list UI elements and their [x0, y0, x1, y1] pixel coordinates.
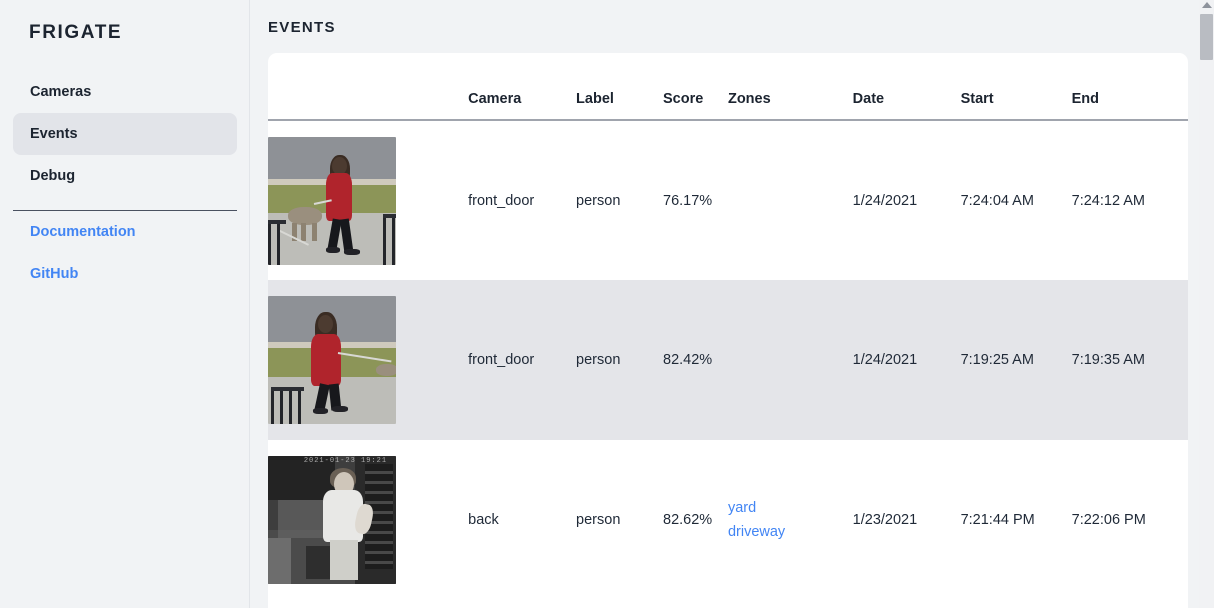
event-thumbnail-image[interactable]: 2021-01-23 19:21 — [268, 456, 396, 584]
sidebar-link-documentation[interactable]: Documentation — [30, 224, 136, 240]
app-brand-title: FRIGATE — [29, 22, 123, 43]
column-header-start: Start — [960, 53, 1072, 121]
event-zones — [728, 120, 853, 280]
table-row[interactable]: front_door person 82.42% 1/24/2021 7:19:… — [268, 280, 1188, 440]
column-header-zones: Zones — [727, 53, 853, 121]
column-header-camera: Camera — [468, 53, 577, 121]
event-zones: yard driveway — [728, 440, 853, 600]
event-camera[interactable]: back — [468, 512, 499, 528]
event-thumbnail-cell[interactable]: 2021-01-23 19:21 — [268, 440, 468, 600]
sidebar-item-events[interactable]: Events — [13, 113, 237, 155]
sidebar-divider — [13, 210, 237, 211]
main-content: EVENTS Camera Label Score Zones Date Sta… — [250, 0, 1214, 608]
events-table-body: front_door person 76.17% 1/24/2021 7:24:… — [268, 120, 1188, 600]
column-header-date: Date — [852, 53, 961, 121]
event-score: 76.17% — [663, 192, 713, 209]
scrollbar-thumb[interactable] — [1200, 14, 1213, 60]
event-date: 1/24/2021 — [852, 280, 961, 440]
event-start: 7:19:25 AM — [960, 280, 1072, 440]
event-thumbnail-cell[interactable] — [268, 280, 469, 440]
event-end: 7:24:12 AM — [1071, 192, 1145, 209]
event-date: 1/24/2021 — [852, 192, 918, 209]
camera-timestamp-overlay: 2021-01-23 19:21 — [303, 457, 388, 465]
event-end: 7:22:06 PM — [1071, 512, 1146, 528]
events-card: Camera Label Score Zones Date Start End — [268, 53, 1188, 608]
event-date: 1/23/2021 — [852, 512, 918, 528]
events-table-head: Camera Label Score Zones Date Start End — [268, 53, 1188, 121]
event-zone[interactable]: driveway — [727, 524, 786, 540]
column-header-thumbnail — [268, 53, 469, 121]
column-header-end: End — [1071, 53, 1188, 121]
table-header-row: Camera Label Score Zones Date Start End — [268, 53, 1188, 121]
event-start: 7:21:44 PM — [960, 512, 1035, 528]
sidebar-link-github[interactable]: GitHub — [30, 266, 79, 282]
table-row[interactable]: 2021-01-23 19:21 back person 82.62% yard… — [268, 440, 1188, 600]
event-score: 82.42% — [663, 280, 728, 440]
scroll-up-arrow-icon[interactable] — [1202, 2, 1212, 8]
event-thumbnail-image[interactable] — [268, 296, 396, 424]
event-camera[interactable]: front_door — [468, 280, 577, 440]
sidebar: FRIGATE Cameras Events Debug Documentati… — [0, 0, 250, 608]
sidebar-item-debug[interactable]: Debug — [30, 168, 76, 184]
event-zones — [727, 280, 853, 440]
event-start: 7:24:04 AM — [960, 192, 1034, 209]
page-title: EVENTS — [268, 19, 336, 36]
column-header-score: Score — [663, 53, 728, 121]
sidebar-item-cameras[interactable]: Cameras — [30, 84, 92, 100]
event-label[interactable]: person — [576, 512, 621, 528]
event-label[interactable]: person — [576, 192, 621, 209]
events-table: Camera Label Score Zones Date Start End — [268, 53, 1188, 600]
column-header-label: Label — [576, 53, 664, 121]
event-score: 82.62% — [663, 512, 713, 528]
event-end: 7:19:35 AM — [1071, 280, 1188, 440]
event-thumbnail-image[interactable] — [268, 136, 396, 265]
vertical-scrollbar[interactable] — [1199, 0, 1214, 608]
event-label[interactable]: person — [576, 280, 664, 440]
event-zone[interactable]: yard — [727, 500, 757, 516]
table-row[interactable]: front_door person 76.17% 1/24/2021 7:24:… — [268, 120, 1188, 280]
event-thumbnail-cell[interactable] — [268, 120, 468, 280]
event-camera[interactable]: front_door — [468, 192, 535, 209]
sidebar-nav: Cameras Events Debug Documentation GitHu… — [0, 71, 250, 295]
